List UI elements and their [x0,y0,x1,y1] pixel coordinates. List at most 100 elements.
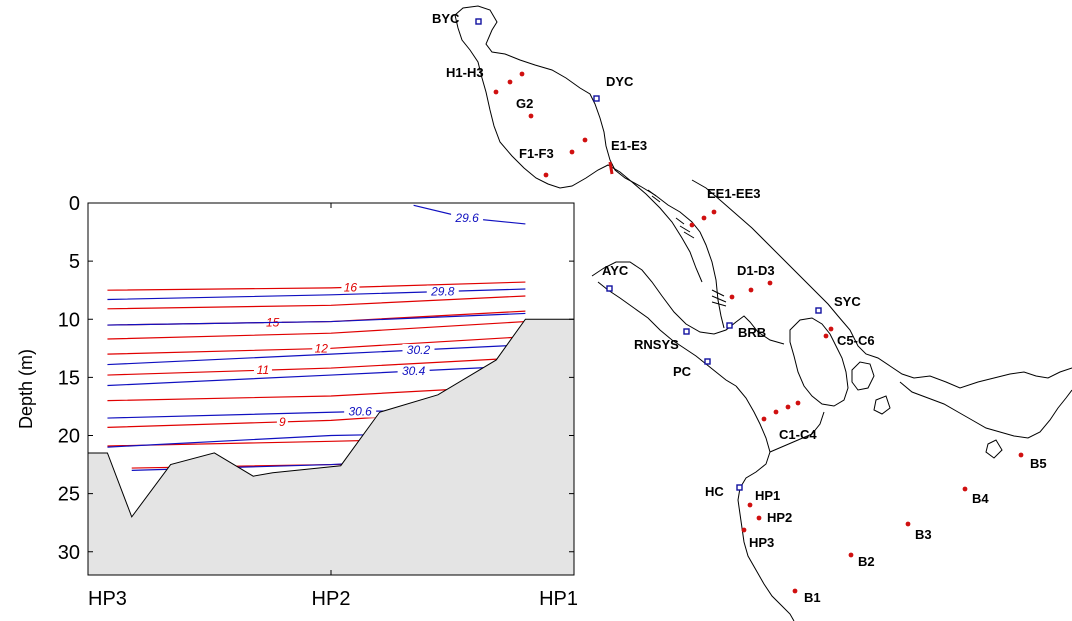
plot-content: 161512119729.629.830.230.430.631 [87,204,575,576]
map-label-dyc: DYC [606,74,634,89]
map-label-b3: B3 [915,527,932,542]
y-tick-label: 10 [58,309,80,331]
sample-point [773,409,779,415]
yacht-club-marker [683,328,690,335]
map-label-syc: SYC [834,294,861,309]
sample-point [823,333,829,339]
map-label-hp1: HP1 [755,488,780,503]
salinity-isoline-label: 30.4 [402,364,426,378]
sample-point [493,89,499,95]
y-tick-label: 30 [58,542,80,564]
depth-section-chart: 161512119729.629.830.230.430.631 0510152… [16,193,578,610]
y-tick-label: 5 [69,251,80,273]
yacht-club-marker [736,484,743,491]
coastline-northern-west [454,14,703,283]
temperature-isoline [107,281,526,291]
sample-points [493,71,1024,594]
temperature-isoline [107,357,526,376]
x-axis-ticks: HP3 HP2 HP1 [87,203,578,610]
sample-point [962,486,968,492]
coastline-mid-peninsula [789,317,849,407]
salinity-isoline-label: 30.6 [348,405,372,419]
map-label-h1-h3: H1-H3 [446,65,484,80]
yacht-club-marker [726,322,733,329]
temperature-label-backdrop [312,342,331,355]
sample-point [543,172,549,178]
coastline-northwest-arm [591,261,785,345]
map-label-c5-c6: C5-C6 [837,333,875,348]
sample-point [729,294,735,300]
coastline-southwest [735,385,795,621]
coastline-southeast-inlet [769,411,825,453]
sample-point [792,588,798,594]
y-tick-label: 20 [58,426,80,448]
map-label-f1-f3: F1-F3 [519,146,554,161]
sample-point [905,521,911,527]
map-label-b4: B4 [972,491,989,506]
coastline-northern-basin [454,5,725,329]
temperature-isoline [107,320,526,340]
salinity-isoline-label: 30.2 [407,343,431,357]
salinity-label-backdrop [344,405,377,418]
salinity-isoline [107,344,526,366]
salinity-isoline [107,365,526,387]
salinity-label-backdrop [426,285,459,298]
temperature-label-backdrop [276,415,288,428]
sample-point [582,137,588,143]
sample-point [785,404,791,410]
map-label-ayc: AYC [602,263,629,278]
map-label-d1-d3: D1-D3 [737,263,775,278]
temperature-isoline-label: 9 [279,415,286,429]
coastline-northwest-arm-south [597,281,737,387]
map-label-c1-c4: C1-C4 [779,427,817,442]
sample-point [1018,452,1024,458]
y-axis-label: Depth (m) [16,349,36,429]
x-tick-label: HP3 [88,588,127,610]
sample-point [747,502,753,508]
sample-point [748,287,754,293]
temperature-isoline [107,336,526,355]
map-label-g2: G2 [516,96,533,111]
coastline-islands [851,361,1003,459]
site-labels: H1-H3 G2 F1-F3 E1-E3 EE1-EE3 D1-D3 C5-C6… [446,65,1047,605]
yacht-club-marker [593,95,600,102]
map-label-e1-e3: E1-E3 [611,138,647,153]
coastline-east-shore [691,179,1072,389]
harbour-map: BYC DYC AYC RNSYS BRB PC SYC HC H1-H3 G2… [432,5,1072,621]
salinity-label-backdrop [451,212,484,225]
temperature-isoline-label: 12 [315,342,329,356]
sample-point [528,113,534,119]
dock-structures [647,189,727,307]
salinity-isoline [107,312,526,326]
y-tick-label: 0 [69,193,80,215]
sample-point [761,416,767,422]
y-tick-label: 25 [58,484,80,506]
map-label-hc: HC [705,484,724,499]
salinity-label-backdrop [402,343,435,356]
sample-point [507,79,513,85]
yacht-club-marker [475,18,482,25]
coastline-far-east [899,381,1072,439]
sample-point [795,400,801,406]
sample-point [701,215,707,221]
temperature-isoline [107,295,526,310]
yacht-club-marker [815,307,822,314]
yacht-club-labels: BYC DYC AYC RNSYS BRB PC SYC HC [432,11,861,499]
temperature-label-backdrop [253,364,272,377]
x-tick-label: HP1 [539,588,578,610]
map-label-ee1-ee3: EE1-EE3 [707,186,760,201]
sample-point [756,515,762,521]
seabed-profile [87,318,575,576]
sample-point [848,552,854,558]
salinity-label-backdrop [397,365,430,378]
map-label-brb: BRB [738,325,766,340]
map-label-byc: BYC [432,11,460,26]
map-label-b1: B1 [804,590,821,605]
salinity-isoline [107,288,526,301]
yacht-club-marker [704,358,711,365]
salinity-isoline-label: 29.6 [454,211,479,225]
salinity-isoline-label: 29.8 [430,284,455,298]
map-label-b5: B5 [1030,456,1047,471]
transect-marker [608,161,614,175]
